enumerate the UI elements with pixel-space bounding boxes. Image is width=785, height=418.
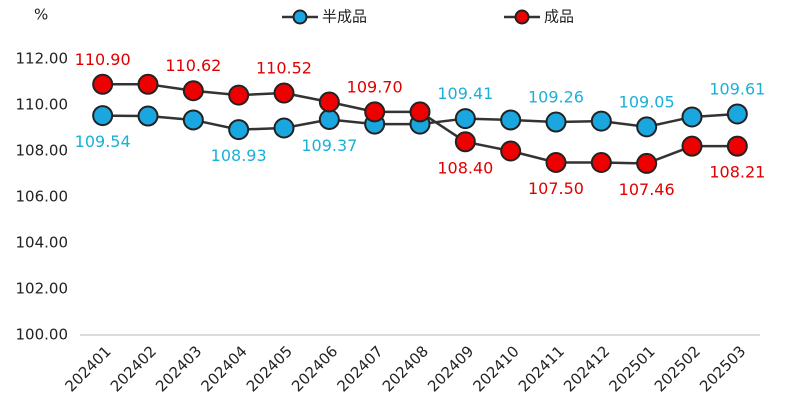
x-tick-label: 202501: [605, 342, 658, 395]
data-label: 109.54: [75, 132, 131, 151]
series-marker: [228, 84, 250, 106]
series-marker: [228, 119, 250, 141]
series-marker: [92, 73, 114, 95]
data-label: 108.93: [211, 146, 267, 165]
y-axis-label: %: [34, 6, 48, 24]
series-marker: [182, 109, 204, 131]
x-tick-label: 202401: [61, 342, 114, 395]
legend-label: 半成品: [322, 8, 367, 26]
data-label: 110.90: [75, 50, 131, 69]
data-label: 107.50: [528, 179, 584, 198]
x-tick-label: 202407: [333, 342, 386, 395]
series-marker: [273, 82, 295, 104]
data-label: 110.52: [256, 59, 312, 78]
series-marker: [590, 110, 612, 132]
series-marker: [636, 116, 658, 138]
series-marker: [500, 109, 522, 131]
y-tick-label: 102.00: [16, 280, 69, 298]
data-label: 107.46: [619, 180, 675, 199]
series-marker: [409, 101, 431, 123]
x-tick-label: 202503: [696, 342, 749, 395]
y-tick-label: 112.00: [16, 50, 69, 68]
legend-marker: [292, 9, 308, 25]
x-tick-label: 202408: [379, 342, 432, 395]
series-marker: [364, 101, 386, 123]
legend-label: 成品: [544, 8, 574, 26]
series-marker: [590, 152, 612, 173]
series-marker: [545, 152, 567, 173]
x-tick-label: 202405: [243, 342, 296, 395]
x-tick-label: 202502: [651, 342, 704, 395]
data-label: 109.70: [347, 77, 403, 96]
x-tick-label: 202410: [469, 342, 522, 395]
y-tick-label: 108.00: [16, 142, 69, 160]
data-label: 108.40: [437, 158, 493, 177]
series-marker: [137, 73, 159, 95]
series-marker: [726, 135, 748, 157]
x-tick-label: 202402: [107, 342, 160, 395]
y-tick-label: 100.00: [16, 326, 69, 344]
data-label: 109.41: [437, 84, 493, 103]
series-marker: [92, 105, 114, 127]
series-marker: [137, 105, 159, 127]
x-tick-label: 202406: [288, 342, 341, 395]
series-marker: [454, 108, 476, 130]
series-marker: [545, 111, 567, 133]
data-label: 109.26: [528, 88, 584, 107]
series-marker: [636, 152, 658, 174]
series-marker: [182, 80, 204, 102]
series-marker: [681, 135, 703, 157]
series-marker: [318, 108, 340, 130]
legend-marker: [514, 9, 530, 25]
data-label: 108.21: [709, 163, 765, 182]
series-marker: [681, 106, 703, 128]
series-marker: [500, 140, 522, 162]
x-tick-label: 202411: [515, 342, 568, 395]
y-tick-label: 106.00: [16, 188, 69, 206]
x-tick-label: 202409: [424, 342, 477, 395]
y-tick-label: 110.00: [16, 96, 69, 114]
series-marker: [273, 117, 295, 139]
series-marker: [318, 91, 340, 113]
y-tick-label: 104.00: [16, 234, 69, 252]
x-tick-label: 202404: [197, 342, 250, 395]
series-marker: [726, 103, 748, 125]
data-label: 109.05: [619, 92, 675, 111]
data-label: 110.62: [165, 56, 221, 75]
data-label: 109.61: [709, 79, 765, 98]
series-marker: [454, 131, 476, 153]
x-tick-label: 202412: [560, 342, 613, 395]
x-tick-label: 202403: [152, 342, 205, 395]
data-label: 109.37: [301, 136, 357, 155]
